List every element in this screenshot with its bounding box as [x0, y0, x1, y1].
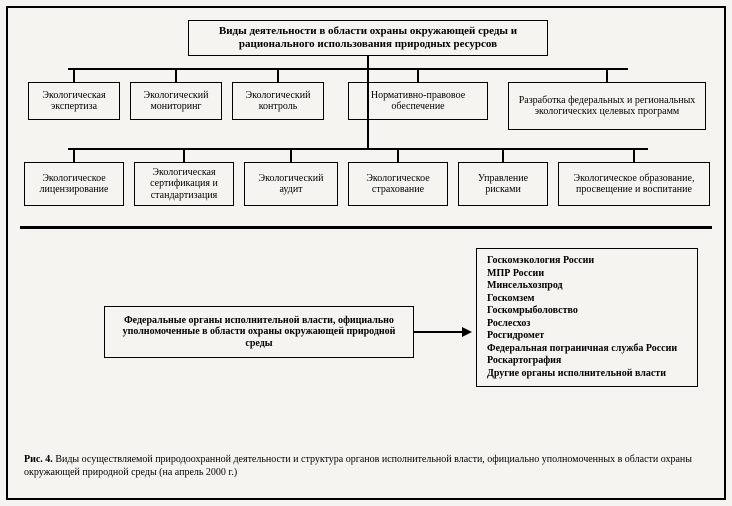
agency-item-6: Росгидромет — [487, 330, 687, 343]
row1-label-1: Экологический мониторинг — [135, 90, 217, 113]
row2-box-4: Управление рисками — [458, 162, 548, 206]
authority-box: Федеральные органы исполнительной власти… — [104, 306, 414, 358]
row2-label-1: Экологическая сертификация и стандартиза… — [139, 167, 229, 202]
row2-label-5: Экологическое образование, просвещение и… — [563, 173, 705, 196]
drop-r1-3 — [417, 68, 419, 82]
drop-r2-1 — [183, 148, 185, 162]
drop-r2-0 — [73, 148, 75, 162]
row2-label-0: Экологическое лицензирование — [29, 173, 119, 196]
title-box: Виды деятельности в области охраны окруж… — [188, 20, 548, 56]
drop-r1-2 — [277, 68, 279, 82]
agency-item-2: Минсельхозпрод — [487, 280, 687, 293]
agency-item-7: Федеральная пограничная служба России — [487, 343, 687, 356]
row1-label-2: Экологический контроль — [237, 90, 319, 113]
row1-label-0: Экологическая экспертиза — [33, 90, 115, 113]
row2-box-2: Экологический аудит — [244, 162, 338, 206]
diagram-canvas: Виды деятельности в области охраны окруж… — [0, 0, 732, 506]
drop-r2-5 — [633, 148, 635, 162]
drop-r2-4 — [502, 148, 504, 162]
conn-title-down — [367, 56, 369, 68]
row1-label-4: Разработка федеральных и региональных эк… — [513, 95, 701, 118]
drop-r1-1 — [175, 68, 177, 82]
bus-row2 — [68, 148, 648, 150]
arrow-head-icon — [462, 327, 472, 337]
row2-box-5: Экологическое образование, просвещение и… — [558, 162, 710, 206]
conn-mid — [367, 68, 369, 148]
row2-label-2: Экологический аудит — [249, 173, 333, 196]
agency-item-8: Роскартография — [487, 355, 687, 368]
drop-r1-4 — [606, 68, 608, 82]
agency-item-0: Госкомэкология России — [487, 255, 687, 268]
bus-row1 — [68, 68, 628, 70]
row1-box-2: Экологический контроль — [232, 82, 324, 120]
drop-r1-0 — [73, 68, 75, 82]
drop-r2-3 — [397, 148, 399, 162]
row2-label-3: Экологическое страхование — [353, 173, 443, 196]
row1-box-4: Разработка федеральных и региональных эк… — [508, 82, 706, 130]
row2-label-4: Управление рисками — [463, 173, 543, 196]
drop-r2-2 — [290, 148, 292, 162]
figure-caption: Рис. 4. Виды осуществляемой природоохран… — [24, 454, 708, 479]
arrow-shaft — [414, 331, 462, 333]
caption-rest: Виды осуществляемой природоохранной деят… — [24, 454, 692, 478]
agency-item-5: Рослесхоз — [487, 318, 687, 331]
row1-box-0: Экологическая экспертиза — [28, 82, 120, 120]
row1-box-1: Экологический мониторинг — [130, 82, 222, 120]
caption-prefix: Рис. 4. — [24, 454, 53, 465]
section-divider — [20, 226, 712, 229]
authority-text: Федеральные органы исполнительной власти… — [109, 315, 409, 350]
agency-item-9: Другие органы исполнительной власти — [487, 368, 687, 381]
title-text: Виды деятельности в области охраны окруж… — [193, 25, 543, 50]
agency-item-1: МПР России — [487, 268, 687, 281]
agency-item-3: Госкомзем — [487, 293, 687, 306]
agency-item-4: Госкомрыболовство — [487, 305, 687, 318]
row2-box-3: Экологическое страхование — [348, 162, 448, 206]
row2-box-1: Экологическая сертификация и стандартиза… — [134, 162, 234, 206]
row2-box-0: Экологическое лицензирование — [24, 162, 124, 206]
agency-list-box: Госкомэкология России МПР России Минсель… — [476, 248, 698, 387]
row1-label-3: Нормативно-правовое обеспечение — [353, 90, 483, 113]
row1-box-3: Нормативно-правовое обеспечение — [348, 82, 488, 120]
outer-frame: Виды деятельности в области охраны окруж… — [6, 6, 726, 500]
